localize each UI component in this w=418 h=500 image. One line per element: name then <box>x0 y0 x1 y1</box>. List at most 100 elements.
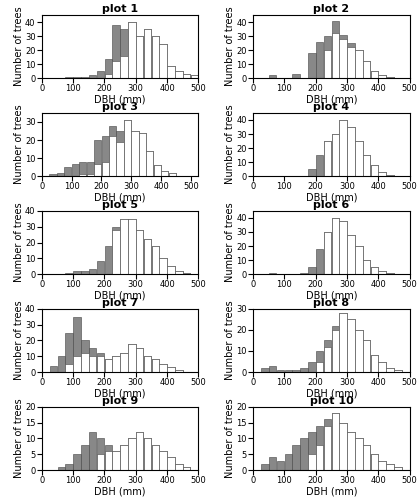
Bar <box>139 133 146 176</box>
Bar <box>136 432 143 470</box>
Bar <box>269 366 276 372</box>
Bar <box>331 134 339 176</box>
Bar <box>167 266 175 274</box>
Bar <box>363 340 370 372</box>
Bar <box>355 330 362 372</box>
Bar <box>144 356 151 372</box>
Bar <box>371 267 378 274</box>
Bar <box>131 131 138 176</box>
Bar <box>386 77 394 78</box>
Bar <box>183 272 190 274</box>
Bar <box>120 29 128 78</box>
Bar <box>308 362 316 372</box>
Bar <box>58 467 65 470</box>
Bar <box>112 25 120 78</box>
Bar <box>144 29 151 78</box>
Bar <box>293 444 300 470</box>
Bar <box>293 74 300 78</box>
Bar <box>324 420 331 470</box>
Bar <box>300 438 308 470</box>
Bar <box>331 330 339 372</box>
Bar <box>355 141 362 176</box>
Bar <box>89 348 97 372</box>
Bar <box>355 246 362 274</box>
Bar <box>378 362 386 372</box>
Bar <box>363 444 370 470</box>
X-axis label: DBH (mm): DBH (mm) <box>94 486 146 496</box>
Bar <box>128 438 135 470</box>
Bar <box>159 364 167 372</box>
Bar <box>124 120 131 176</box>
Bar <box>371 71 378 78</box>
Bar <box>339 220 347 274</box>
Bar <box>66 364 73 372</box>
Bar <box>316 249 324 274</box>
Bar <box>386 174 394 176</box>
Bar <box>81 340 89 372</box>
Bar <box>339 220 347 274</box>
Bar <box>94 140 101 176</box>
Bar <box>324 347 331 372</box>
Bar <box>97 356 104 372</box>
Bar <box>167 66 175 78</box>
Bar <box>316 42 324 78</box>
Bar <box>159 258 167 274</box>
Bar <box>152 360 159 372</box>
Bar <box>386 174 394 176</box>
Bar <box>112 230 120 274</box>
Bar <box>386 464 394 470</box>
Bar <box>371 165 378 176</box>
Bar <box>120 353 128 372</box>
Bar <box>161 170 168 176</box>
Title: plot 7: plot 7 <box>102 298 138 308</box>
Bar <box>269 458 276 470</box>
Bar <box>363 62 370 78</box>
Bar <box>73 271 81 274</box>
Bar <box>324 36 331 78</box>
Bar <box>167 368 175 372</box>
Bar <box>363 340 370 372</box>
Bar <box>104 246 112 274</box>
Bar <box>112 451 120 470</box>
Bar <box>146 151 153 176</box>
Bar <box>79 174 87 176</box>
Bar <box>324 232 331 274</box>
Bar <box>386 368 394 372</box>
Title: plot 4: plot 4 <box>313 102 349 112</box>
Bar <box>339 313 347 372</box>
Bar <box>378 460 386 470</box>
Bar <box>167 458 175 470</box>
Bar <box>109 136 116 176</box>
Bar <box>347 127 355 176</box>
Bar <box>136 432 143 470</box>
Bar <box>89 356 97 372</box>
Bar <box>152 36 159 78</box>
Bar <box>81 271 89 274</box>
Bar <box>159 364 167 372</box>
Bar <box>97 71 104 78</box>
Bar <box>112 62 120 78</box>
Bar <box>136 348 143 372</box>
Bar <box>347 235 355 274</box>
Bar <box>112 356 120 372</box>
Bar <box>331 218 339 274</box>
Bar <box>120 56 128 78</box>
Bar <box>261 464 269 470</box>
Y-axis label: Number of trees: Number of trees <box>225 104 235 184</box>
Bar <box>183 272 190 274</box>
Bar <box>324 50 331 78</box>
Bar <box>386 464 394 470</box>
Bar <box>112 451 120 470</box>
Bar <box>363 155 370 176</box>
Bar <box>175 370 183 372</box>
Bar <box>339 422 347 470</box>
Y-axis label: Number of trees: Number of trees <box>13 104 23 184</box>
Bar <box>355 50 362 78</box>
Bar <box>87 162 94 176</box>
Bar <box>324 232 331 274</box>
Bar <box>152 246 159 274</box>
Bar <box>347 235 355 274</box>
Bar <box>324 141 331 176</box>
X-axis label: DBH (mm): DBH (mm) <box>306 388 357 398</box>
Bar <box>102 136 109 176</box>
